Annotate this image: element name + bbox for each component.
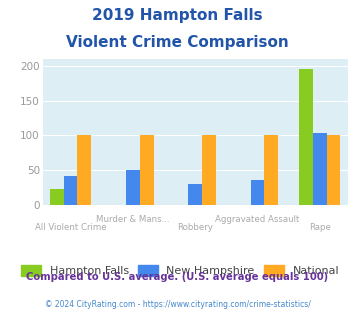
Text: Violent Crime Comparison: Violent Crime Comparison — [66, 35, 289, 50]
Bar — [189, 184, 202, 205]
Bar — [126, 170, 140, 205]
Bar — [202, 135, 216, 205]
Bar — [140, 135, 153, 205]
Bar — [313, 133, 327, 205]
Bar — [327, 135, 340, 205]
Bar — [299, 69, 313, 205]
Bar — [251, 181, 264, 205]
Bar — [64, 176, 77, 205]
Text: All Violent Crime: All Violent Crime — [35, 223, 106, 232]
Bar — [264, 135, 278, 205]
Bar — [77, 135, 91, 205]
Text: 2019 Hampton Falls: 2019 Hampton Falls — [92, 8, 263, 23]
Text: Murder & Mans...: Murder & Mans... — [96, 215, 170, 224]
Legend: Hampton Falls, New Hampshire, National: Hampton Falls, New Hampshire, National — [21, 265, 339, 277]
Text: Compared to U.S. average. (U.S. average equals 100): Compared to U.S. average. (U.S. average … — [26, 272, 329, 282]
Text: Aggravated Assault: Aggravated Assault — [215, 215, 300, 224]
Text: © 2024 CityRating.com - https://www.cityrating.com/crime-statistics/: © 2024 CityRating.com - https://www.city… — [45, 300, 310, 309]
Text: Rape: Rape — [309, 223, 331, 232]
Text: Robbery: Robbery — [177, 223, 213, 232]
Bar — [50, 189, 64, 205]
